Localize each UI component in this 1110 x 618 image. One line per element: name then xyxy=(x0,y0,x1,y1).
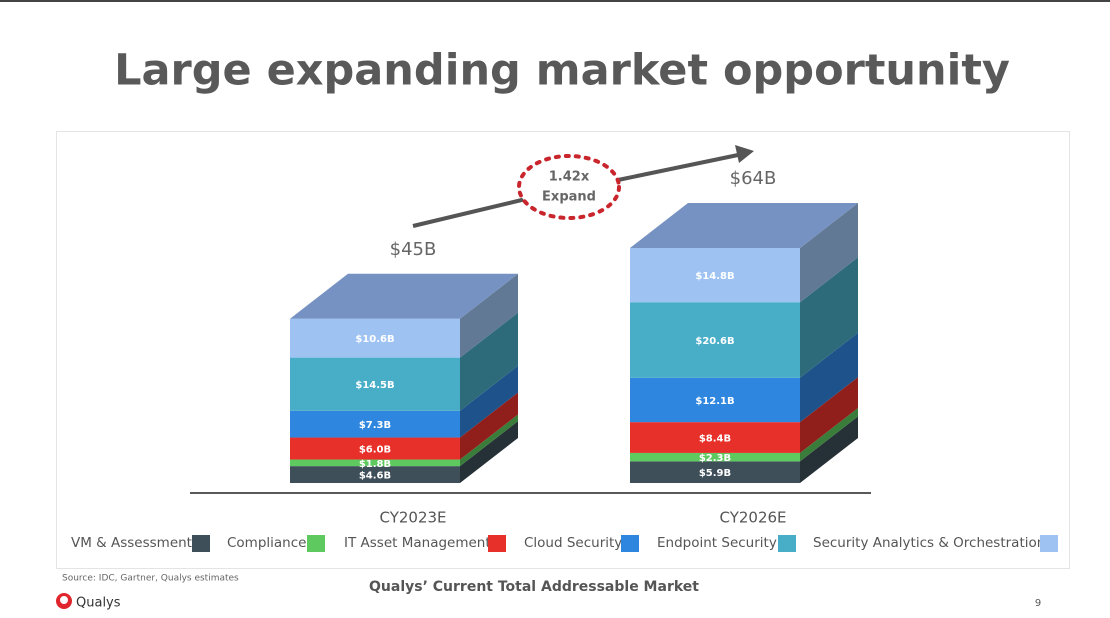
legend-swatch xyxy=(621,535,639,552)
bar-top xyxy=(630,203,858,248)
legend-swatch xyxy=(488,535,506,552)
bar-segment xyxy=(630,461,800,483)
logo-mark-inner xyxy=(60,596,68,604)
logo-text: Qualys xyxy=(76,596,121,611)
bar-side xyxy=(460,365,518,438)
bar-top xyxy=(290,273,518,319)
category-label: CY2026E xyxy=(719,509,786,527)
legend-swatch xyxy=(192,535,210,552)
legend-swatch xyxy=(1040,535,1058,552)
bar-side xyxy=(800,332,858,423)
total-label: $45B xyxy=(390,239,437,260)
bar-side xyxy=(800,377,858,453)
top-rule xyxy=(0,0,1110,2)
value-label: $14.5B xyxy=(355,380,394,391)
legend-swatch xyxy=(307,535,325,552)
category-label: CY2023E xyxy=(379,509,446,527)
bar-side xyxy=(800,203,858,303)
page-number: 9 xyxy=(1035,598,1041,609)
arrow-line xyxy=(617,153,739,182)
value-label: $1.8B xyxy=(359,459,391,470)
bar-segment xyxy=(630,248,800,303)
bar-segment xyxy=(630,302,800,378)
legend-label: Endpoint Security xyxy=(657,535,777,551)
bar-side xyxy=(460,392,518,460)
chart-frame xyxy=(56,131,1070,569)
bar-segment xyxy=(290,466,460,483)
value-label: $2.3B xyxy=(699,453,731,464)
bar-segment xyxy=(290,437,460,460)
value-label: $4.6B xyxy=(359,471,391,482)
bar-side xyxy=(460,273,518,358)
value-label: $7.3B xyxy=(359,420,391,431)
arrow-tail xyxy=(412,196,531,228)
bar-side xyxy=(460,414,518,467)
bar-segment xyxy=(290,357,460,411)
value-label: $12.1B xyxy=(695,396,734,407)
expand-factor: 1.42x xyxy=(549,170,590,185)
chart-caption: Qualys’ Current Total Addressable Market xyxy=(369,579,699,595)
legend-label: IT Asset Management xyxy=(344,535,491,551)
legend-label: Cloud Security xyxy=(524,535,622,551)
total-label: $64B xyxy=(730,168,777,189)
legend-swatch xyxy=(778,535,796,552)
source-note: Source: IDC, Gartner, Qualys estimates xyxy=(62,574,239,584)
bar-segment xyxy=(630,452,800,462)
bar-side xyxy=(460,312,518,411)
bar-segment xyxy=(290,459,460,467)
legend-label: Compliance xyxy=(227,535,306,551)
value-label: $10.6B xyxy=(355,334,394,345)
value-label: $5.9B xyxy=(699,468,731,479)
bar-segment xyxy=(630,377,800,423)
legend-label: VM & Assessment xyxy=(71,535,192,551)
bar-side xyxy=(800,257,858,378)
bar-side xyxy=(800,416,858,483)
bar-segment xyxy=(290,410,460,438)
bar-side xyxy=(460,421,518,483)
bar-segment xyxy=(290,318,460,358)
bar-side xyxy=(800,407,858,462)
arrow-head xyxy=(735,145,754,163)
legend-label: Security Analytics & Orchestration xyxy=(813,535,1045,551)
bar-segment xyxy=(630,422,800,453)
expand-label: Expand xyxy=(542,190,596,205)
expand-circle xyxy=(517,154,621,220)
value-label: $8.4B xyxy=(699,434,731,445)
value-label: $20.6B xyxy=(695,336,734,347)
slide-title: Large expanding market opportunity xyxy=(114,46,1010,96)
value-label: $6.0B xyxy=(359,445,391,456)
value-label: $14.8B xyxy=(695,271,734,282)
